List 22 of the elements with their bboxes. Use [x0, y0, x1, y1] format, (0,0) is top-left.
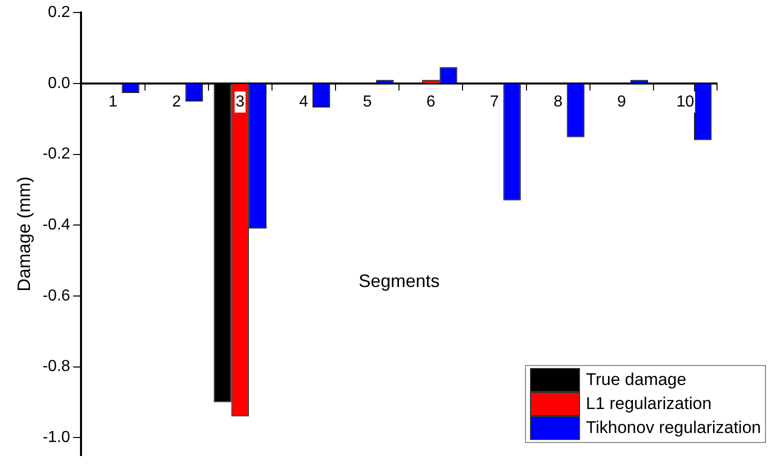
legend-label: Tikhonov regularization [586, 418, 761, 438]
x-tick-label: 7 [490, 93, 500, 110]
y-tick-label: -0.4 [42, 216, 70, 234]
x-tick-label: 6 [426, 93, 436, 110]
x-tick-label: 10 [676, 93, 694, 110]
y-tick-label: -0.8 [42, 358, 70, 376]
legend-label: True damage [586, 370, 686, 390]
y-tick-label: 0.0 [48, 74, 70, 92]
x-tick-label: 4 [299, 93, 308, 110]
y-tick-label: -0.6 [42, 287, 70, 304]
x-tick-label: 8 [554, 93, 563, 110]
y-tick-label: -1.0 [42, 429, 70, 446]
y-axis-title: Damage (mm) [14, 176, 34, 292]
x-axis-title: Segments [358, 271, 440, 292]
x-tick-label: 3 [236, 93, 245, 110]
x-tick-label: 5 [362, 93, 372, 110]
y-tick-label: 0.2 [48, 4, 70, 22]
y-tick-label: -0.2 [42, 146, 70, 163]
x-tick-label: 1 [108, 93, 118, 110]
x-tick-label: 9 [617, 93, 626, 110]
x-tick-label: 2 [172, 93, 182, 110]
legend-label: L1 regularization [586, 394, 712, 414]
